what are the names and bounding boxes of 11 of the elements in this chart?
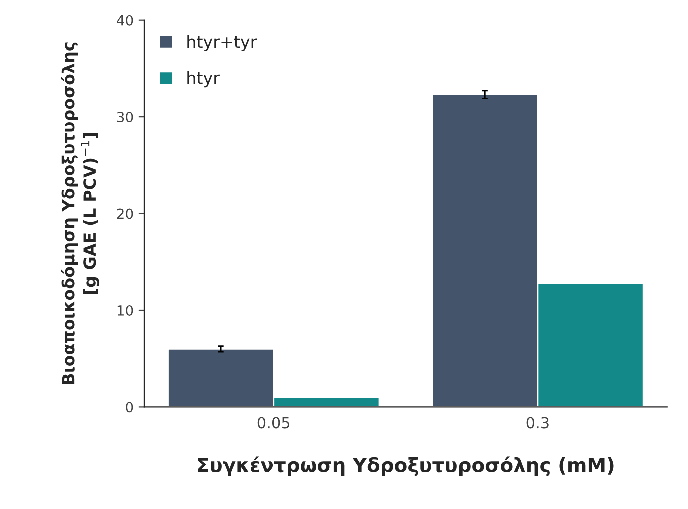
y-tick-label: 10 — [118, 305, 134, 316]
x-axis-title: Συγκέντρωση Υδροξυτυροσόλης (mM) — [198, 456, 614, 476]
x-tick-label: 0.05 — [258, 417, 290, 429]
y-axis-title: Βιοαποικοδόμηση Υδροξυτυροσόλης [g GAE (L PCV)$^{−1}$] — [61, 42, 100, 384]
y-tick-label: 30 — [117, 112, 134, 123]
legend-label: htyr — [188, 71, 220, 88]
legend-label: htyr+tyr — [188, 35, 258, 52]
y-tick-label: 0 — [126, 402, 134, 413]
y-tick-label: 40 — [117, 15, 134, 26]
x-tick-label: 0.3 — [526, 417, 549, 429]
y-tick-label: 20 — [117, 208, 134, 220]
